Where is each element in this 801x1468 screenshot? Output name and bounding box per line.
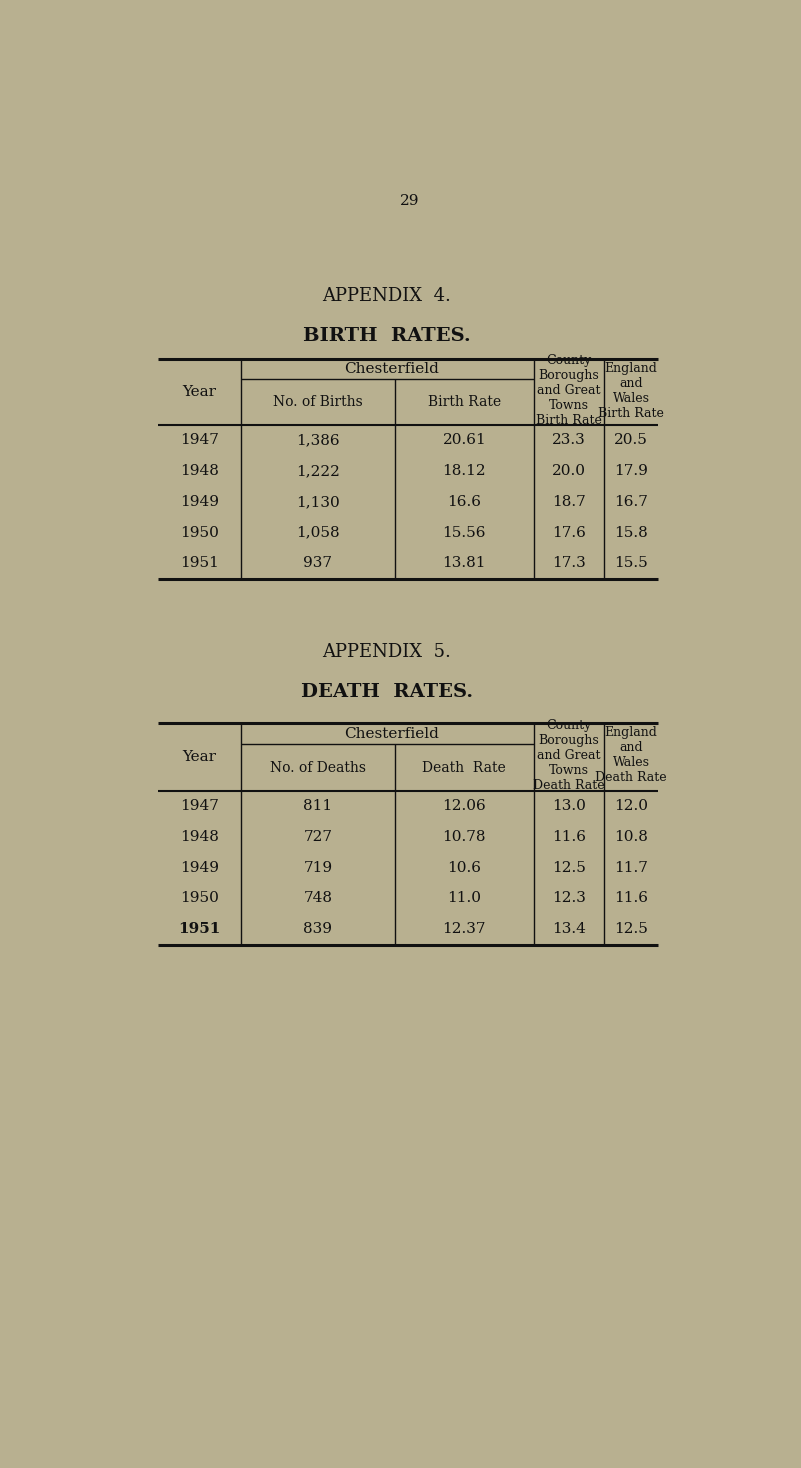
Text: County
Boroughs
and Great
Towns
Birth Rate: County Boroughs and Great Towns Birth Ra… [536,354,602,427]
Text: 1,058: 1,058 [296,526,340,540]
Text: 937: 937 [304,556,332,571]
Text: 1947: 1947 [180,799,219,813]
Text: 15.8: 15.8 [614,526,648,540]
Text: England
and
Wales
Death Rate: England and Wales Death Rate [595,727,666,784]
Text: DEATH  RATES.: DEATH RATES. [301,683,473,702]
Text: 16.6: 16.6 [448,495,481,509]
Text: County
Boroughs
and Great
Towns
Death Rate: County Boroughs and Great Towns Death Ra… [533,719,605,791]
Text: 13.81: 13.81 [443,556,486,571]
Text: 1,222: 1,222 [296,464,340,479]
Text: 11.6: 11.6 [614,891,648,906]
Text: 12.37: 12.37 [443,922,486,937]
Text: 23.3: 23.3 [552,433,586,448]
Text: 12.06: 12.06 [442,799,486,813]
Text: 1949: 1949 [180,495,219,509]
Text: 17.3: 17.3 [552,556,586,571]
Text: 1948: 1948 [180,829,219,844]
Text: 20.5: 20.5 [614,433,648,448]
Text: 1948: 1948 [180,464,219,479]
Text: 748: 748 [304,891,332,906]
Text: 1950: 1950 [180,526,219,540]
Text: Death  Rate: Death Rate [422,760,506,775]
Text: 10.6: 10.6 [448,860,481,875]
Text: 1951: 1951 [180,556,219,571]
Text: 1,130: 1,130 [296,495,340,509]
Text: 1947: 1947 [180,433,219,448]
Text: No. of Deaths: No. of Deaths [270,760,366,775]
Text: 10.78: 10.78 [443,829,486,844]
Text: Year: Year [183,750,216,763]
Text: 20.61: 20.61 [442,433,486,448]
Text: 18.12: 18.12 [443,464,486,479]
Text: 12.5: 12.5 [614,922,648,937]
Text: 10.8: 10.8 [614,829,648,844]
Text: 11.6: 11.6 [552,829,586,844]
Text: No. of Births: No. of Births [273,395,363,408]
Text: 1,386: 1,386 [296,433,340,448]
Text: Birth Rate: Birth Rate [428,395,501,408]
Text: 29: 29 [400,194,420,208]
Text: APPENDIX  4.: APPENDIX 4. [323,286,451,304]
Text: 20.0: 20.0 [552,464,586,479]
Text: 727: 727 [304,829,332,844]
Text: 1949: 1949 [180,860,219,875]
Text: 12.0: 12.0 [614,799,648,813]
Text: APPENDIX  5.: APPENDIX 5. [323,643,451,661]
Text: 13.4: 13.4 [552,922,586,937]
Text: 17.9: 17.9 [614,464,648,479]
Text: Year: Year [183,385,216,399]
Text: 12.3: 12.3 [552,891,586,906]
Text: 16.7: 16.7 [614,495,648,509]
Text: BIRTH  RATES.: BIRTH RATES. [303,326,471,345]
Text: 15.56: 15.56 [443,526,486,540]
Text: 719: 719 [304,860,332,875]
Text: 811: 811 [304,799,332,813]
Text: Chesterfield: Chesterfield [344,727,439,741]
Text: 17.6: 17.6 [552,526,586,540]
Text: 13.0: 13.0 [552,799,586,813]
Text: 11.0: 11.0 [448,891,481,906]
Text: 1951: 1951 [178,922,220,937]
Text: 1950: 1950 [180,891,219,906]
Text: 839: 839 [304,922,332,937]
Text: England
and
Wales
Birth Rate: England and Wales Birth Rate [598,361,664,420]
Text: Chesterfield: Chesterfield [344,363,439,376]
Text: 11.7: 11.7 [614,860,648,875]
Text: 12.5: 12.5 [552,860,586,875]
Text: 15.5: 15.5 [614,556,648,571]
Text: 18.7: 18.7 [552,495,586,509]
